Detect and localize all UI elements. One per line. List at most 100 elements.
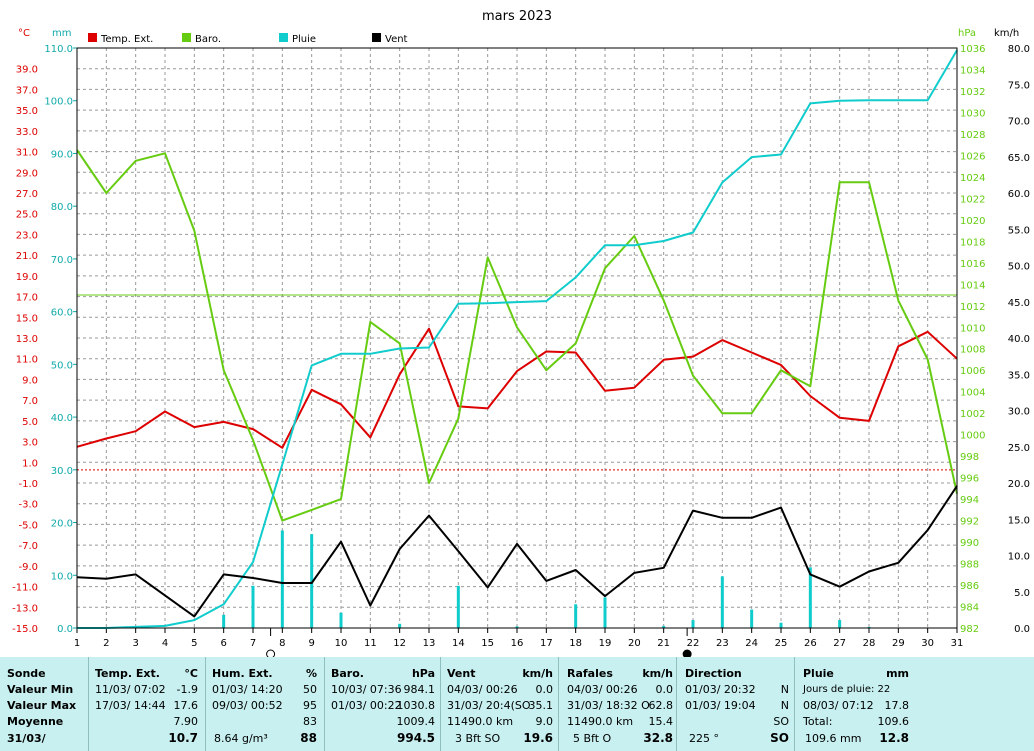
rafales-unit: km/h xyxy=(642,667,673,680)
summary-sonde: Sonde Valeur Min Valeur Max Moyenne 31/0… xyxy=(0,657,88,751)
x-tick-label: 26 xyxy=(804,638,817,649)
rafales-dist: 11490.0 km xyxy=(567,715,634,728)
rain-tick-label: 40.0 xyxy=(51,413,73,424)
rain-bar xyxy=(456,585,460,628)
temp-tick-label: 9.0 xyxy=(22,375,38,386)
temp-tick-label: 7.0 xyxy=(22,396,38,407)
rain-bar xyxy=(603,597,607,628)
vent-bft: 3 Bft SO xyxy=(455,732,501,745)
baro-tick-label: 996 xyxy=(960,474,979,485)
baro-tick-label: 1002 xyxy=(960,409,985,420)
direction-last: SO xyxy=(770,731,789,745)
rafales-bft: 5 Bft O xyxy=(573,732,612,745)
rain-tick-label: 20.0 xyxy=(51,519,73,530)
vent-max: 35.1 xyxy=(528,699,554,712)
baro-tick-label: 990 xyxy=(960,538,979,549)
wind-tick-label: 25.0 xyxy=(1008,443,1030,454)
baro-tick-label: 988 xyxy=(960,560,979,571)
temp-tick-label: -1.0 xyxy=(18,479,38,490)
baro-tick-label: 1018 xyxy=(960,237,985,248)
wind-tick-label: 55.0 xyxy=(1008,225,1030,236)
new-moon-icon xyxy=(266,649,276,657)
temp-tick-label: 1.0 xyxy=(22,458,38,469)
temp-tick-label: 13.0 xyxy=(16,334,38,345)
baro-tick-label: 1000 xyxy=(960,431,985,442)
legend-temp-swatch xyxy=(88,33,97,42)
temp-tick-label: 17.0 xyxy=(16,293,38,304)
wind-tick-label: 80.0 xyxy=(1008,44,1030,55)
direction-max-date: 01/03/ 19:04 xyxy=(685,699,756,712)
rain-bar xyxy=(398,623,402,628)
x-tick-label: 24 xyxy=(745,638,758,649)
wind-tick-label: 65.0 xyxy=(1008,153,1030,164)
hum-last: 88 xyxy=(300,731,317,745)
rain-tick-label: 30.0 xyxy=(51,466,73,477)
vent-min: 0.0 xyxy=(535,683,554,696)
temp-tick-label: 29.0 xyxy=(16,168,38,179)
rain-tick-label: 0.0 xyxy=(57,624,73,635)
temp-max-date: 17/03/ 14:44 xyxy=(95,699,166,712)
legend-wind-label: Vent xyxy=(385,34,408,45)
baro-tick-label: 1006 xyxy=(960,366,985,377)
baro-tick-label: 1008 xyxy=(960,345,985,356)
baro-max-date: 01/03/ 00:22 xyxy=(331,699,402,712)
rain-tick-label: 70.0 xyxy=(51,255,73,266)
rain-axis-unit: mm xyxy=(52,28,71,39)
summary-rafales: Rafales km/h 04/03/ 00:26 0.0 31/03/ 18:… xyxy=(558,657,677,751)
temp-header: Temp. Ext. xyxy=(95,667,160,680)
legend-wind-swatch xyxy=(372,33,381,42)
reference-lines xyxy=(77,294,957,471)
summary-vent: Vent km/h 04/03/ 00:26 0.0 31/03/ 20:4(S… xyxy=(440,657,559,751)
vent-last: 19.6 xyxy=(523,731,553,745)
legend-baro-label: Baro. xyxy=(195,34,221,45)
baro-tick-label: 994 xyxy=(960,495,979,506)
baro-tick-label: 1028 xyxy=(960,130,985,141)
rain-bar xyxy=(662,625,666,628)
direction-deg: 225 ° xyxy=(689,732,719,745)
sonde-row-date: 31/03/ xyxy=(7,732,46,745)
pluie-jours: Jours de pluie: 22 xyxy=(803,684,891,695)
summary-pluie: Pluie mm Jours de pluie: 22 08/03/ 07:12… xyxy=(794,657,915,751)
hum-max: 95 xyxy=(303,699,317,712)
temp-tick-label: -5.0 xyxy=(18,520,38,531)
wind-tick-label: 10.0 xyxy=(1008,552,1030,563)
x-tick-label: 14 xyxy=(452,638,465,649)
temp-tick-label: 35.0 xyxy=(16,106,38,117)
direction-min-date: 01/03/ 20:32 xyxy=(685,683,756,696)
tick-labels: 1 2 3 4 5 6 7 8 9 10 11 12 13 14 15 16 17 18 19 20 21 22 23 24 2… xyxy=(12,44,1030,649)
rain-bar xyxy=(574,604,578,628)
baro-tick-label: 1010 xyxy=(960,323,985,334)
x-tick-label: 17 xyxy=(540,638,553,649)
temp-max: 17.6 xyxy=(173,699,199,712)
x-tick-label: 9 xyxy=(308,638,314,649)
sonde-row-avg: Moyenne xyxy=(7,715,64,728)
rain-bar xyxy=(339,612,343,628)
temp-tick-label: -7.0 xyxy=(18,541,38,552)
legend-temp-label: Temp. Ext. xyxy=(100,34,153,45)
temp-tick-label: -15.0 xyxy=(12,624,38,635)
x-tick-label: 11 xyxy=(364,638,377,649)
vent-max-date: 31/03/ 20:4(SO xyxy=(447,699,531,712)
rafales-avg: 15.4 xyxy=(648,715,674,728)
baro-tick-label: 992 xyxy=(960,517,979,528)
x-tick-label: 7 xyxy=(250,638,256,649)
hum-max-date: 09/03/ 00:52 xyxy=(212,699,283,712)
temp-tick-label: 21.0 xyxy=(16,251,38,262)
legend-rain-label: Pluie xyxy=(292,34,316,45)
pluie-total-label: Total: xyxy=(803,715,833,728)
baro-min-date: 10/03/ 07:36 xyxy=(331,683,402,696)
direction-min: N xyxy=(780,683,789,696)
rafales-min: 0.0 xyxy=(655,683,674,696)
baro-line xyxy=(76,149,958,522)
summary-panel: Sonde Valeur Min Valeur Max Moyenne 31/0… xyxy=(0,657,1034,751)
vent-header: Vent xyxy=(447,667,476,680)
temp-tick-label: 37.0 xyxy=(16,85,38,96)
baro-avg: 1009.4 xyxy=(396,715,436,728)
wind-tick-label: 75.0 xyxy=(1008,80,1030,91)
vent-unit: km/h xyxy=(522,667,553,680)
plot-frame xyxy=(76,47,958,629)
wind-tick-label: 45.0 xyxy=(1008,298,1030,309)
temp-tick-label: 27.0 xyxy=(16,189,38,200)
temp-min: -1.9 xyxy=(176,683,198,696)
summary-baro: Baro. hPa 10/03/ 07:36 984.1 01/03/ 00:2… xyxy=(324,657,441,751)
